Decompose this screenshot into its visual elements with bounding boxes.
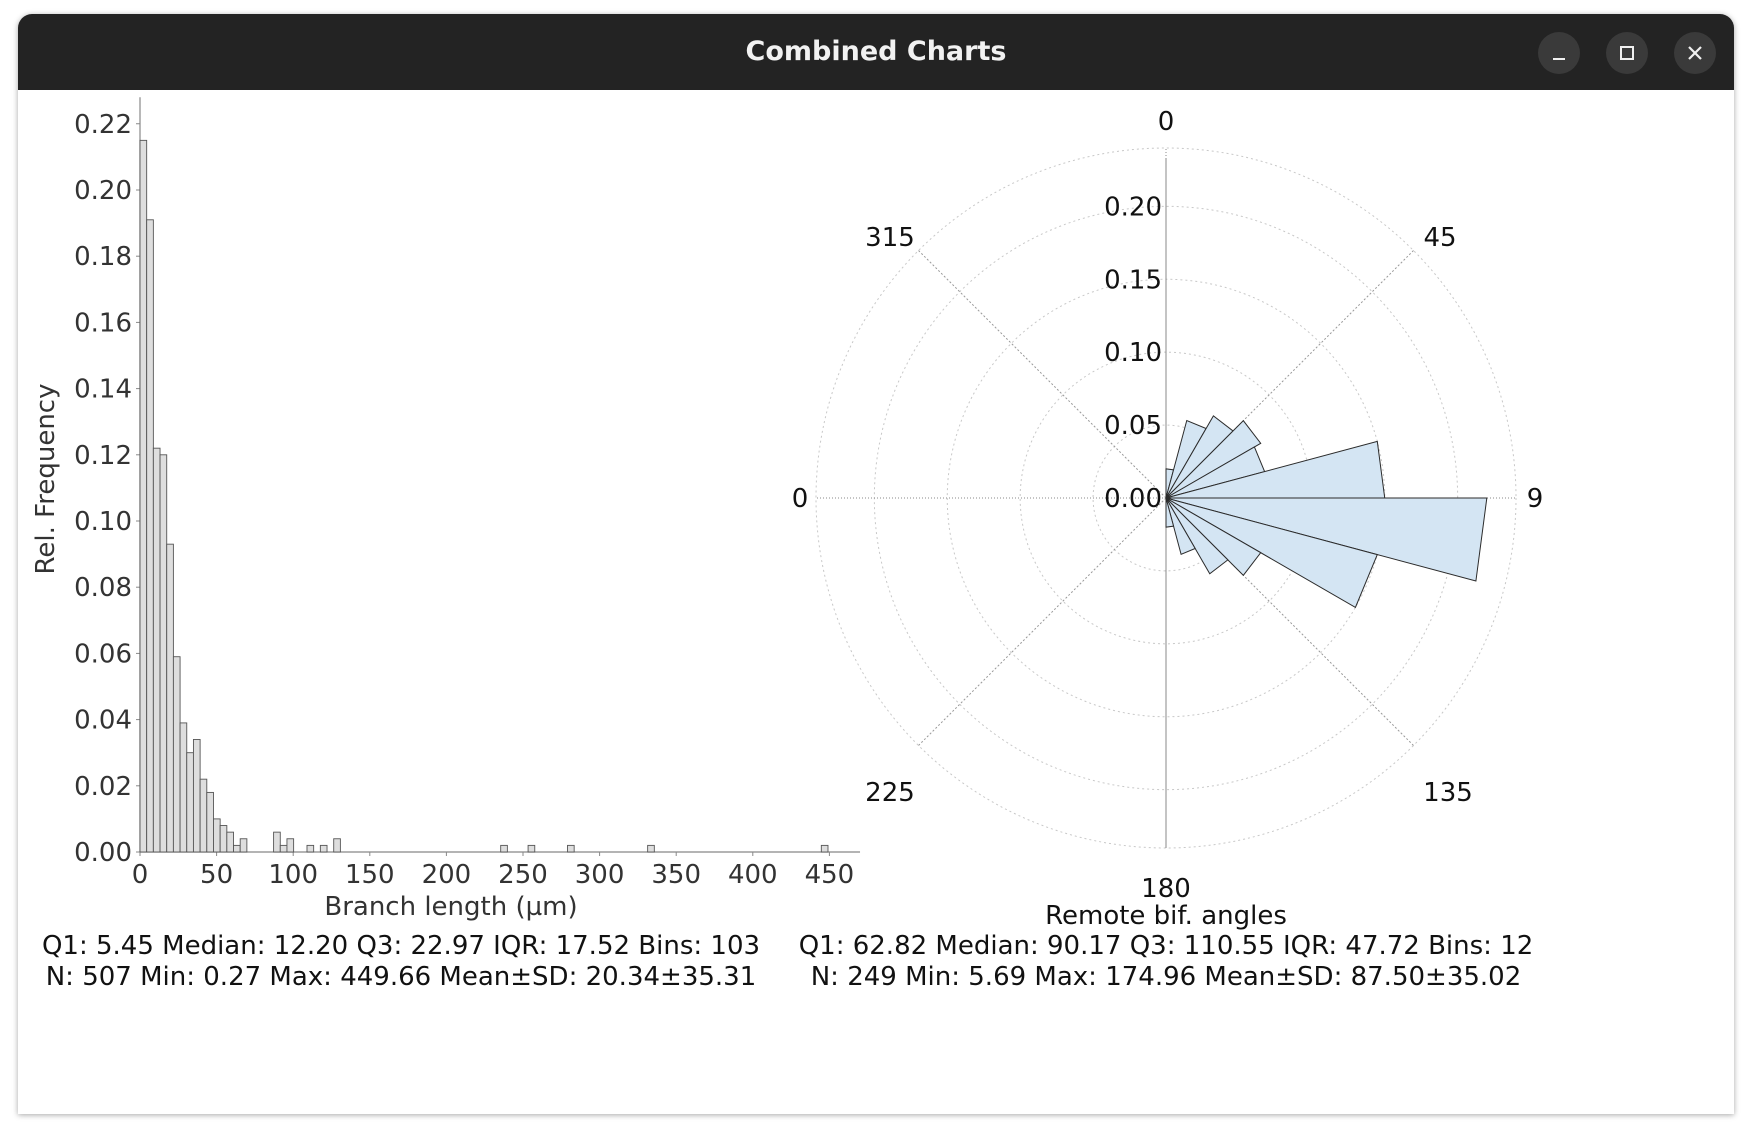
x-tick-label: 450 [805,860,855,890]
histogram-bar [306,844,315,853]
y-tick-label: 0.10 [74,507,132,537]
histogram-bar [273,831,281,853]
charts-canvas: 0.00 0.02 0.04 0.06 0.08 0.10 0.12 0.14 0.16 0.18… [31,97,1544,992]
y-tick-label: 0.22 [74,110,132,140]
angle-label: 135 [1423,778,1473,808]
y-tick-label: 0.12 [74,441,132,471]
y-tick-label: 0.14 [74,375,132,405]
histogram-bar [319,844,328,853]
histogram-bar [166,543,174,853]
radial-tick-label: 0.05 [1104,411,1162,441]
x-tick-label: 50 [200,860,233,890]
y-tick-label: 0.08 [74,573,132,603]
angle-label: 180 [1141,874,1191,904]
angle-label: 9 [1527,484,1544,514]
histogram-bar [139,139,148,853]
histogram-bar [286,838,295,853]
x-axis-label: Branch length (µm) [324,892,577,922]
x-tick-label: 150 [345,860,395,890]
minimize-button[interactable] [1538,32,1580,74]
histogram-bar [192,739,201,853]
y-tick-label: 0.04 [74,706,132,736]
histogram-bar [206,791,214,853]
y-tick-label: 0.20 [74,176,132,206]
histogram-bar [159,454,168,853]
histogram-bar [152,447,161,853]
polar-outer-circle [815,147,1517,849]
title-bar[interactable]: Combined Charts [18,14,1734,90]
x-tick-label: 100 [268,860,318,890]
histogram-bar [500,844,508,853]
histogram-bar [226,831,234,853]
histogram-bar [239,838,248,853]
polar-stats-line2: N: 249 Min: 5.69 Max: 174.96 Mean±SD: 87… [811,962,1522,992]
polar-wedge [1165,497,1175,528]
chart-window: Combined Charts 0.00 0.02 0.04 0.06 0.08 0.10… [18,14,1734,1114]
x-tick-label: 250 [498,860,548,890]
polar-chart: 0.00 0.05 0.10 0.15 0.20 0 45 9 135 180 225 0 315 Rem… [792,107,1544,992]
histogram-stats-line2: N: 507 Min: 0.27 Max: 449.66 Mean±SD: 20… [46,962,757,992]
x-tick-label: 300 [575,860,625,890]
radial-tick-label: 0.10 [1104,338,1162,368]
histogram-chart: 0.00 0.02 0.04 0.06 0.08 0.10 0.12 0.14 0.16 0.18… [31,97,861,992]
histogram-bar [172,656,181,853]
x-tick-label: 0 [132,860,149,890]
angle-label: 0 [792,484,809,514]
maximize-icon [1620,46,1634,60]
window-title: Combined Charts [745,36,1007,67]
histogram-bar [233,844,241,853]
angle-label: 225 [865,778,915,808]
polar-axis-label: Remote bif. angles [1045,901,1287,931]
radial-tick-label: 0.20 [1104,192,1162,222]
histogram-stats-line1: Q1: 5.45 Median: 12.20 Q3: 22.97 IQR: 17… [42,931,760,961]
histogram-bar [199,778,208,853]
polar-stats-line1: Q1: 62.82 Median: 90.17 Q3: 110.55 IQR: … [799,931,1534,961]
y-tick-label: 0.16 [74,308,132,338]
x-tick-label: 350 [651,860,701,890]
y-tick-label: 0.00 [74,838,132,868]
maximize-button[interactable] [1606,32,1648,74]
y-tick-label: 0.06 [74,639,132,669]
close-icon [1688,46,1702,60]
histogram-bar [213,818,221,853]
radial-tick-label: 0.00 [1104,484,1162,514]
histogram-bar [820,844,829,853]
histogram-bar [333,838,341,853]
y-tick-label: 0.02 [74,772,132,802]
radial-tick-label: 0.15 [1104,265,1162,295]
x-tick-label: 200 [422,860,472,890]
angle-label: 45 [1423,223,1456,253]
angle-label: 315 [865,223,915,253]
y-axis-label: Rel. Frequency [31,384,61,575]
x-tick-label: 400 [728,860,778,890]
close-button[interactable] [1674,32,1716,74]
histogram-bar [647,844,655,853]
angle-label: 0 [1158,107,1175,137]
y-tick-label: 0.18 [74,242,132,272]
histogram-bar [279,844,288,853]
histogram-bar [527,844,536,853]
histogram-bar [179,722,188,853]
histogram-bar [219,825,228,853]
histogram-bar [186,752,194,853]
polar-spoke [918,497,1167,746]
histogram-bar [146,219,154,853]
minimize-icon [1553,58,1565,60]
histogram-bar [567,844,575,853]
